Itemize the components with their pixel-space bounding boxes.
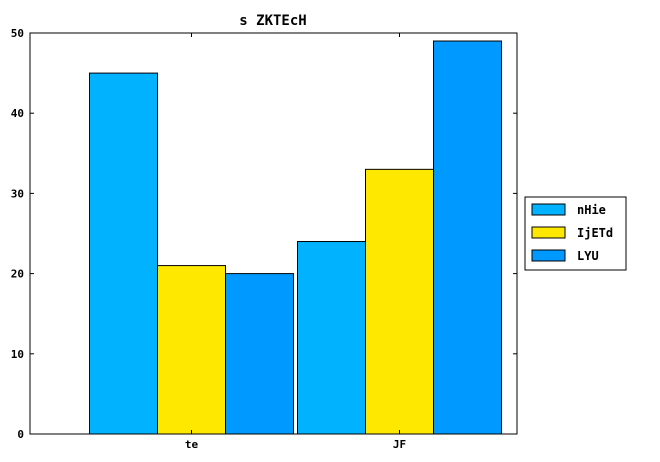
y-tick-label: 30: [11, 187, 24, 200]
bar-nHie-te: [89, 72, 158, 435]
legend: nHie IjETd LYU: [524, 196, 627, 271]
x-tick-label: te: [185, 438, 199, 451]
legend-swatch-LYU: [531, 249, 566, 262]
legend-swatch-nHie: [531, 203, 566, 216]
x-tick-label: JF: [393, 438, 406, 451]
legend-swatch-IjETd: [531, 226, 566, 239]
bar-LYU-te: [225, 273, 294, 435]
y-tick-label: 40: [11, 107, 24, 120]
y-tick-label: 50: [11, 27, 24, 40]
plot-frame: [29, 32, 518, 435]
bar-nHie-JF: [297, 241, 366, 435]
y-tick-label: 20: [11, 268, 24, 281]
legend-label-nHie: nHie: [577, 203, 606, 217]
legend-label-IjETd: IjETd: [577, 226, 613, 240]
bars-group: [89, 40, 502, 435]
chart-title: s ZKTEcH: [239, 13, 306, 29]
bar-IjETd-JF: [365, 168, 434, 435]
bar-IjETd-te: [157, 265, 226, 435]
bar-LYU-JF: [433, 40, 502, 435]
y-tick-label: 10: [11, 348, 24, 361]
axis-ticks: 0 10 20 30 40 50 te JF: [11, 27, 517, 451]
legend-label-LYU: LYU: [577, 249, 599, 263]
y-tick-label: 0: [17, 428, 24, 441]
